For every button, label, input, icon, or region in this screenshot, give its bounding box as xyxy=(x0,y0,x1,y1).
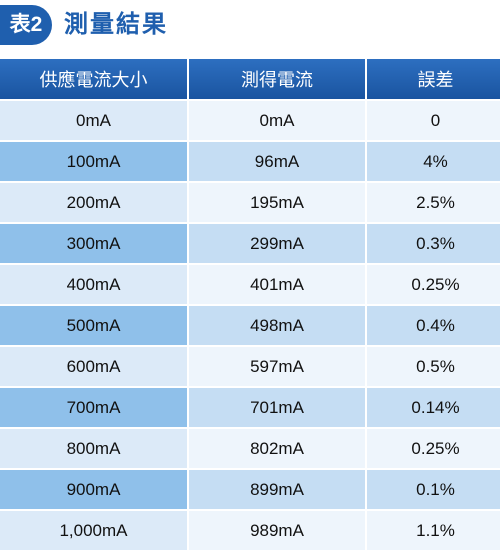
table-cell: 2.5% xyxy=(367,183,500,222)
table-cell: 500mA xyxy=(0,306,187,345)
table-cell: 0 xyxy=(367,101,500,140)
table-cell: 0.25% xyxy=(367,265,500,304)
table-row: 600mA 597mA 0.5% xyxy=(0,347,500,386)
table-cell: 0.1% xyxy=(367,470,500,509)
table-cell: 96mA xyxy=(189,142,365,181)
table: 供應電流大小 測得電流 誤差 0mA 0mA 0 100mA 96mA 4% 200mA 195m… xyxy=(0,57,500,552)
table-cell: 701mA xyxy=(189,388,365,427)
table-cell: 0.3% xyxy=(367,224,500,263)
table-cell: 4% xyxy=(367,142,500,181)
table-body: 0mA 0mA 0 100mA 96mA 4% 200mA 195mA 2.5% 300mA 299… xyxy=(0,101,500,550)
table-cell: 800mA xyxy=(0,429,187,468)
table-row: 300mA 299mA 0.3% xyxy=(0,224,500,263)
title: 測量結果 xyxy=(64,11,168,38)
table-cell: 899mA xyxy=(189,470,365,509)
table-row: 500mA 498mA 0.4% xyxy=(0,306,500,345)
table-cell: 300mA xyxy=(0,224,187,263)
table-cell: 195mA xyxy=(189,183,365,222)
table-row: 200mA 195mA 2.5% xyxy=(0,183,500,222)
table-cell: 498mA xyxy=(189,306,365,345)
table-row: 700mA 701mA 0.14% xyxy=(0,388,500,427)
table-cell: 100mA xyxy=(0,142,187,181)
table-cell: 0mA xyxy=(189,101,365,140)
table-row: 100mA 96mA 4% xyxy=(0,142,500,181)
table-cell: 0.5% xyxy=(367,347,500,386)
table-row: 900mA 899mA 0.1% xyxy=(0,470,500,509)
badge: 表2 xyxy=(0,5,52,45)
table-cell: 0.14% xyxy=(367,388,500,427)
table-cell: 802mA xyxy=(189,429,365,468)
table-cell: 299mA xyxy=(189,224,365,263)
table-cell: 200mA xyxy=(0,183,187,222)
table-cell: 0.4% xyxy=(367,306,500,345)
table-row: 400mA 401mA 0.25% xyxy=(0,265,500,304)
column-header: 測得電流 xyxy=(189,59,365,99)
table-cell: 900mA xyxy=(0,470,187,509)
header-row: 供應電流大小 測得電流 誤差 xyxy=(0,59,500,99)
table-cell: 700mA xyxy=(0,388,187,427)
table-cell: 400mA xyxy=(0,265,187,304)
table-cell: 600mA xyxy=(0,347,187,386)
column-header: 供應電流大小 xyxy=(0,59,187,99)
table-cell: 401mA xyxy=(189,265,365,304)
table-cell: 597mA xyxy=(189,347,365,386)
table-cell: 0mA xyxy=(0,101,187,140)
column-header: 誤差 xyxy=(367,59,500,99)
table-cell: 0.25% xyxy=(367,429,500,468)
page: 表2 測量結果 供應電流大小 測得電流 誤差 0mA 0mA 0 100mA 96mA 4% 2… xyxy=(0,5,500,550)
table-row: 0mA 0mA 0 xyxy=(0,101,500,140)
table-row: 800mA 802mA 0.25% xyxy=(0,429,500,468)
